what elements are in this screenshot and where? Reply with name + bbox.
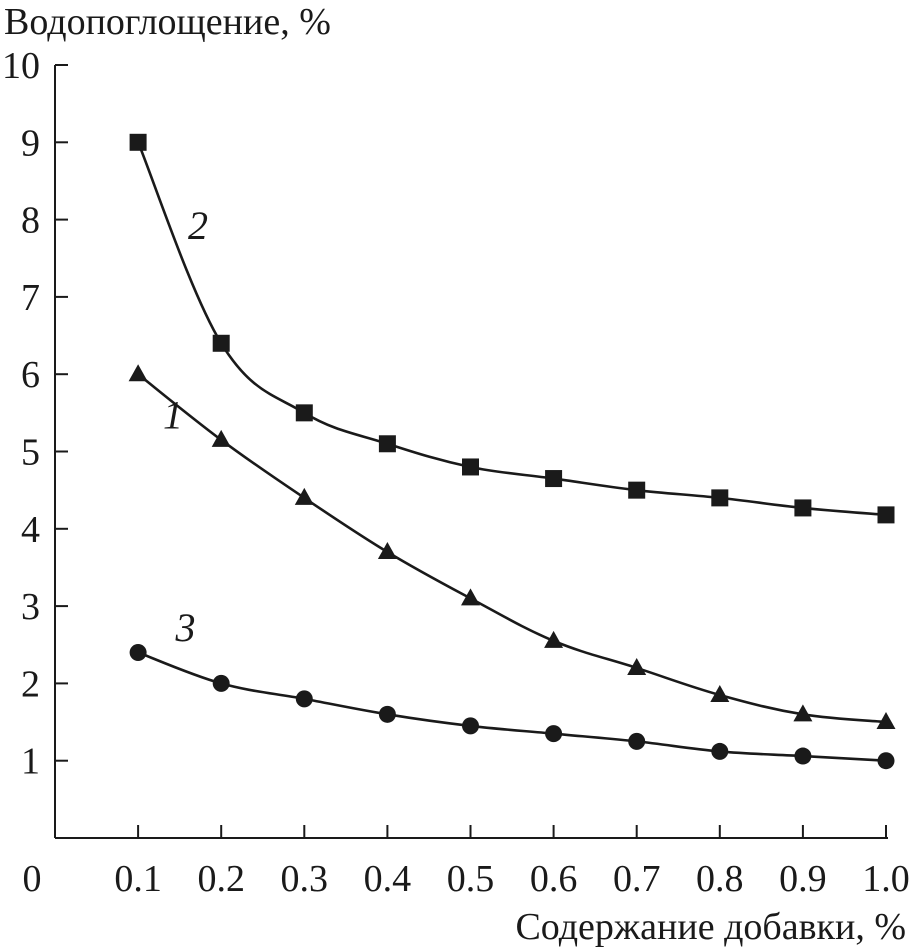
data-point-circle bbox=[378, 705, 396, 723]
x-tick-label: 0.7 bbox=[613, 858, 661, 900]
data-point-circle bbox=[129, 643, 147, 661]
series-line-1 bbox=[137, 373, 887, 724]
x-axis-title: Содержание добавки, % bbox=[515, 906, 906, 948]
data-point-triangle bbox=[710, 684, 730, 702]
data-point-triangle bbox=[128, 364, 148, 382]
x-tick-label: 0.5 bbox=[447, 858, 495, 900]
data-point-square bbox=[462, 458, 479, 476]
data-point-circle bbox=[462, 717, 479, 735]
y-tick-label: 2 bbox=[21, 663, 40, 705]
data-point-circle bbox=[295, 690, 313, 708]
series-label-3: 3 bbox=[174, 605, 195, 650]
origin-label: 0 bbox=[23, 858, 42, 900]
y-tick-label: 9 bbox=[21, 122, 40, 164]
series-1: 1 bbox=[128, 364, 896, 730]
data-point-square bbox=[711, 489, 729, 507]
data-point-circle bbox=[794, 747, 812, 765]
data-point-triangle bbox=[461, 588, 480, 606]
x-tick-label: 0.1 bbox=[114, 858, 162, 900]
data-point-triangle bbox=[377, 541, 397, 559]
series-group: 1 2 3 bbox=[128, 133, 896, 770]
data-point-square bbox=[129, 133, 147, 151]
data-point-square bbox=[378, 435, 396, 453]
data-point-circle bbox=[628, 732, 646, 750]
data-point-circle bbox=[212, 674, 230, 692]
data-point-square bbox=[794, 499, 812, 517]
x-tick-label: 0.9 bbox=[779, 858, 827, 900]
data-point-triangle bbox=[876, 712, 896, 730]
y-tick-label: 3 bbox=[21, 586, 40, 628]
x-tick-label: 0.3 bbox=[281, 858, 329, 900]
y-tick-label: 8 bbox=[21, 200, 40, 242]
y-tick-label: 6 bbox=[21, 354, 40, 396]
x-tick-label: 0.2 bbox=[197, 858, 245, 900]
data-point-triangle bbox=[627, 657, 647, 675]
x-tick-label: 1.0 bbox=[862, 858, 910, 900]
data-point-square bbox=[545, 470, 563, 488]
x-tick-label: 0.8 bbox=[696, 858, 744, 900]
x-tick-label: 0.6 bbox=[530, 858, 578, 900]
series-line-2 bbox=[136, 141, 887, 517]
y-tick-label: 4 bbox=[21, 509, 40, 551]
data-point-square bbox=[212, 334, 230, 352]
y-tick-label: 5 bbox=[21, 432, 40, 474]
series-2: 2 bbox=[129, 133, 895, 524]
data-point-triangle bbox=[211, 429, 231, 447]
series-label-1: 1 bbox=[163, 392, 183, 437]
data-point-triangle bbox=[544, 630, 564, 648]
data-point-square bbox=[628, 481, 646, 499]
data-point-circle bbox=[711, 742, 729, 760]
y-tick-label: 7 bbox=[21, 277, 40, 319]
data-point-square bbox=[877, 506, 895, 524]
data-point-triangle bbox=[793, 704, 813, 722]
data-point-circle bbox=[877, 752, 895, 770]
series-line-3 bbox=[137, 651, 887, 762]
y-tick-label: 1 bbox=[21, 741, 40, 783]
x-tick-label: 0.4 bbox=[364, 858, 412, 900]
data-point-triangle bbox=[294, 487, 314, 505]
series-label-2: 2 bbox=[188, 203, 208, 248]
y-tick-label: 10 bbox=[2, 45, 40, 87]
data-point-square bbox=[295, 404, 313, 422]
y-axis-title: Водопоглощение, % bbox=[4, 1, 331, 43]
series-3: 3 bbox=[129, 605, 895, 770]
data-point-circle bbox=[545, 725, 563, 743]
